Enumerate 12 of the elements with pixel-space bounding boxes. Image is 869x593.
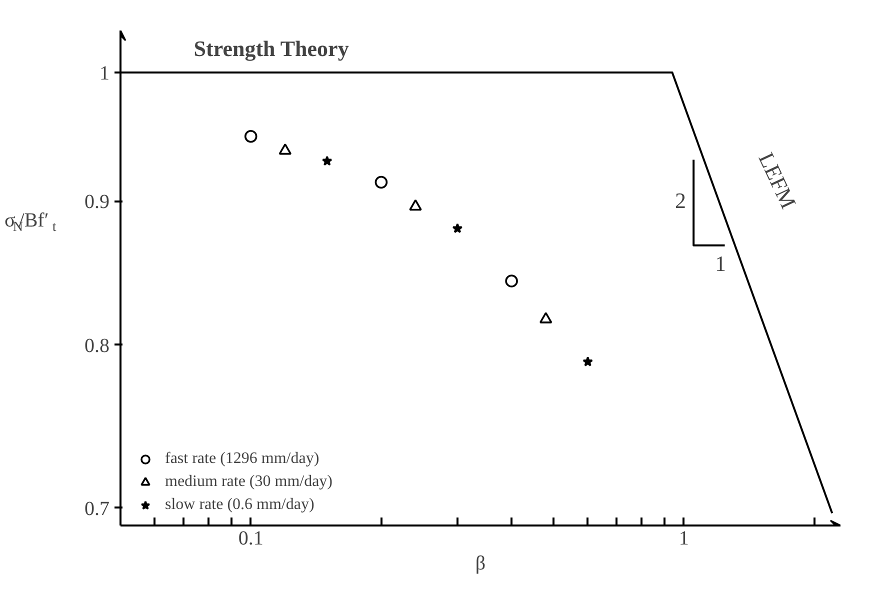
y-tick-label: 0.7 xyxy=(84,498,110,520)
y-tick-label: 0.9 xyxy=(84,191,110,214)
legend-label: medium rate (30 mm/day) xyxy=(165,473,333,491)
annotation: Strength Theory xyxy=(194,36,349,61)
legend-label: fast rate (1296 mm/day) xyxy=(165,450,320,468)
x-tick-label: 0.1 xyxy=(238,528,264,550)
annotation: 2 xyxy=(675,188,686,213)
y-tick-label: 1 xyxy=(100,62,110,84)
y-tick-label: 0.8 xyxy=(84,334,110,357)
legend-label: slow rate (0.6 mm/day) xyxy=(165,496,314,514)
annotation: 1 xyxy=(715,251,726,276)
x-axis-title: β xyxy=(475,552,486,574)
